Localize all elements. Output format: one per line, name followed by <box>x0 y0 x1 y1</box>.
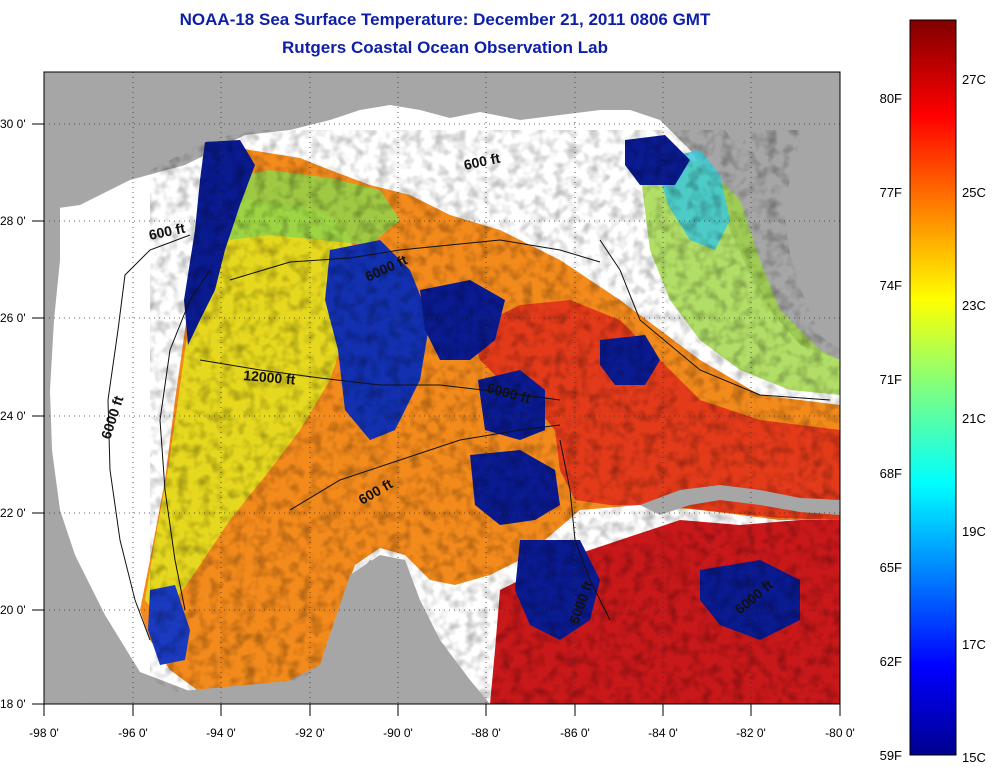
colorbar-fahrenheit-labels: 80F 77F 74F 71F 68F 65F 62F 59F <box>880 91 902 763</box>
contour-6000ft-north <box>229 239 601 281</box>
land-us-gulf-coast <box>44 72 840 205</box>
contour-12000ft <box>199 359 561 401</box>
colorbar-c-label: 25C <box>962 185 986 200</box>
contour-yucatan <box>559 439 611 621</box>
colorbar-f-label: 59F <box>880 748 902 763</box>
colorbar-f-label: 71F <box>880 372 902 387</box>
y-axis-labels: 18 0' 20 0' 22 0' 24 0' 26 0' 28 0' 30 0… <box>0 117 26 711</box>
x-tick-label: -80 0' <box>825 726 855 740</box>
colorbar-c-label: 27C <box>962 72 986 87</box>
colorbar-f-label: 62F <box>880 654 902 669</box>
depth-label: 600 ft <box>147 220 186 243</box>
tick-marks <box>32 123 841 716</box>
colorbar-c-label: 17C <box>962 637 986 652</box>
x-tick-label: -92 0' <box>295 726 325 740</box>
map-area: 600 ft 600 ft 6000 ft 6000 ft 12000 ft 6… <box>44 72 840 704</box>
x-tick-label: -98 0' <box>29 726 59 740</box>
land-cuba <box>640 485 840 515</box>
colorbar-c-label: 23C <box>962 298 986 313</box>
colorbar-f-label: 74F <box>880 278 902 293</box>
map-title: NOAA-18 Sea Surface Temperature: Decembe… <box>179 10 711 29</box>
depth-label: 12000 ft <box>243 367 297 388</box>
y-tick-label: 18 0' <box>0 697 26 711</box>
colorbar <box>909 19 957 756</box>
x-axis-labels: -98 0' -96 0' -94 0' -92 0' -90 0' -88 0… <box>29 726 855 740</box>
colorbar-c-label: 15C <box>962 750 986 765</box>
land-florida <box>785 75 840 350</box>
y-tick-label: 30 0' <box>0 117 26 131</box>
depth-label: 600 ft <box>462 150 501 173</box>
y-tick-label: 28 0' <box>0 214 26 228</box>
graticule <box>44 72 840 704</box>
x-tick-label: -82 0' <box>736 726 766 740</box>
colorbar-f-label: 65F <box>880 560 902 575</box>
y-tick-label: 24 0' <box>0 409 26 423</box>
x-tick-label: -86 0' <box>560 726 590 740</box>
y-tick-label: 20 0' <box>0 603 26 617</box>
x-tick-label: -94 0' <box>206 726 236 740</box>
contour-6000ft-west <box>159 269 211 611</box>
land-mexico-west <box>44 200 300 704</box>
depth-contours <box>107 234 831 641</box>
colorbar-celsius-labels: 27C 25C 23C 21C 19C 17C 15C <box>962 72 986 765</box>
colorbar-f-label: 68F <box>880 466 902 481</box>
map-frame <box>43 71 841 705</box>
x-tick-label: -84 0' <box>648 726 678 740</box>
x-tick-label: -96 0' <box>118 726 148 740</box>
y-tick-label: 26 0' <box>0 311 26 325</box>
contour-600ft-campeche <box>289 424 561 511</box>
map-subtitle: Rutgers Coastal Ocean Observation Lab <box>282 38 608 57</box>
speckle-texture <box>150 130 840 704</box>
y-tick-label: 22 0' <box>0 506 26 520</box>
x-tick-label: -88 0' <box>471 726 501 740</box>
contour-east <box>599 239 831 401</box>
contour-600ft-west <box>107 234 191 641</box>
colorbar-f-label: 77F <box>880 185 902 200</box>
x-tick-label: -90 0' <box>383 726 413 740</box>
colorbar-c-label: 19C <box>962 524 986 539</box>
colorbar-f-label: 80F <box>880 91 902 106</box>
colorbar-c-label: 21C <box>962 411 986 426</box>
land-mexico-south <box>44 555 490 704</box>
